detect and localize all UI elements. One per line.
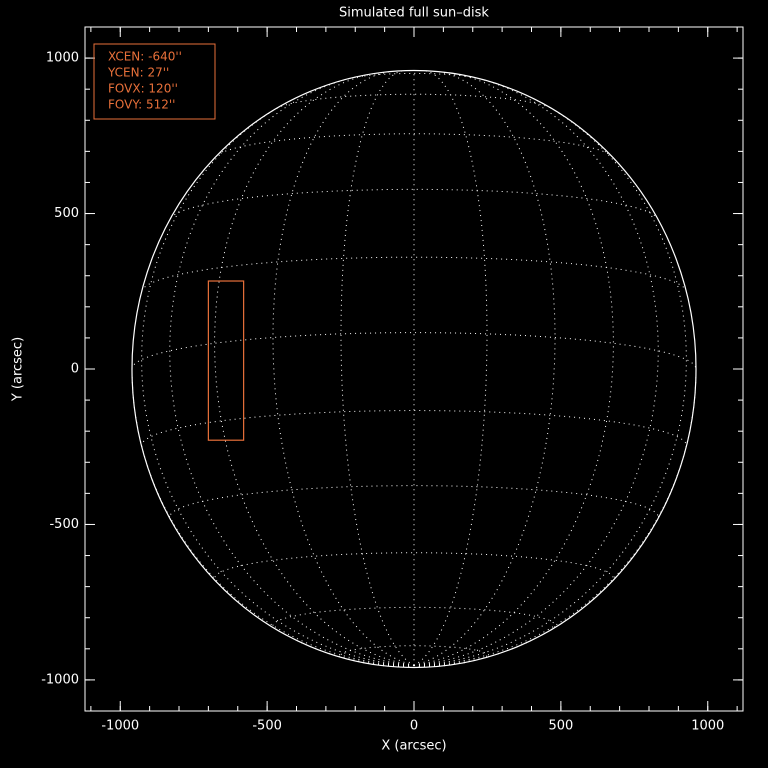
grid-line [141, 410, 687, 447]
x-tick-label: 1000 [691, 719, 724, 734]
y-tick-label: -500 [49, 517, 79, 532]
y-tick-label: -1000 [41, 672, 79, 687]
annotation-box: XCEN: -640'' YCEN: 27'' FOVX: 120'' FOVY: 5… [93, 43, 216, 120]
grid-line [169, 485, 659, 520]
grid-line [413, 98, 687, 666]
grid-line [141, 256, 687, 292]
x-axis-label: X (arcsec) [381, 739, 446, 754]
grid-line [141, 98, 415, 666]
grid-line [340, 70, 415, 666]
annotation-frame [93, 43, 216, 120]
grid-line [276, 93, 552, 109]
grid-line [170, 188, 658, 219]
grid-line [340, 645, 488, 660]
annotation: FOVX: 120'' [108, 82, 178, 96]
x-tick-label: -500 [252, 719, 282, 734]
grid-line [413, 72, 614, 666]
annotation: XCEN: -640'' [108, 50, 182, 64]
grid-line [413, 71, 556, 666]
x-tick-label: 500 [548, 719, 573, 734]
grid-line [169, 76, 415, 666]
x-tick-label: 0 [410, 719, 418, 734]
annotation: YCEN: 27'' [107, 66, 169, 80]
grid-line [216, 133, 612, 157]
grid-line [414, 369, 697, 666]
grid-line [272, 606, 556, 630]
x-tick-label: -1000 [101, 719, 139, 734]
grid-line [131, 332, 697, 369]
y-tick-label: 500 [54, 206, 79, 221]
y-tick-label: 0 [71, 362, 79, 377]
annotation: FOVY: 512'' [108, 98, 175, 112]
grid-line [413, 76, 659, 666]
chart-title: Simulated full sun–disk [339, 6, 489, 21]
grid-line [214, 72, 415, 666]
grid-line [214, 552, 614, 582]
y-tick-label: 1000 [46, 51, 79, 66]
grid-line [272, 71, 415, 666]
fov-box [207, 280, 245, 441]
grid-line [131, 369, 414, 666]
solar-limb [131, 69, 697, 669]
grid-line [413, 70, 488, 666]
y-axis-label: Y (arcsec) [11, 337, 26, 402]
